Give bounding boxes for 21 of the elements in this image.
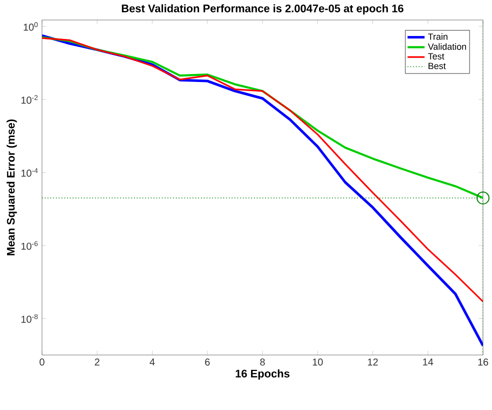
x-tick-label: 4 <box>150 358 155 366</box>
legend-label: Best <box>428 62 446 70</box>
y-tick-label: 10$^{-4}$ <box>21 168 38 177</box>
x-tick-label: 2 <box>94 358 100 366</box>
y-axis-title: Mean Squared Error (mse) <box>6 120 17 256</box>
x-tick-label: 12 <box>368 358 378 366</box>
legend-label: Validation <box>428 43 466 50</box>
legend-label: Train <box>428 33 448 40</box>
x-tick-label: 10 <box>312 358 323 366</box>
chart-title: Best Validation Performance is 2.0047e-05 at epoch 16 <box>122 4 404 14</box>
x-tick-label: 8 <box>260 358 265 366</box>
x-tick-label: 0 <box>40 358 44 366</box>
x-axis-title: 16 Epochs <box>236 369 290 380</box>
x-tick-label: 14 <box>423 358 434 366</box>
legend-label: Test <box>428 53 444 60</box>
y-tick-label: 10$^{0}$ <box>24 22 38 31</box>
y-tick-label: 10$^{-6}$ <box>21 241 38 250</box>
y-tick-label: 10$^{-2}$ <box>21 95 38 104</box>
x-tick-label: 6 <box>205 358 210 366</box>
y-tick-label: 10$^{-8}$ <box>21 314 38 323</box>
x-tick-label: 16 <box>478 358 488 366</box>
